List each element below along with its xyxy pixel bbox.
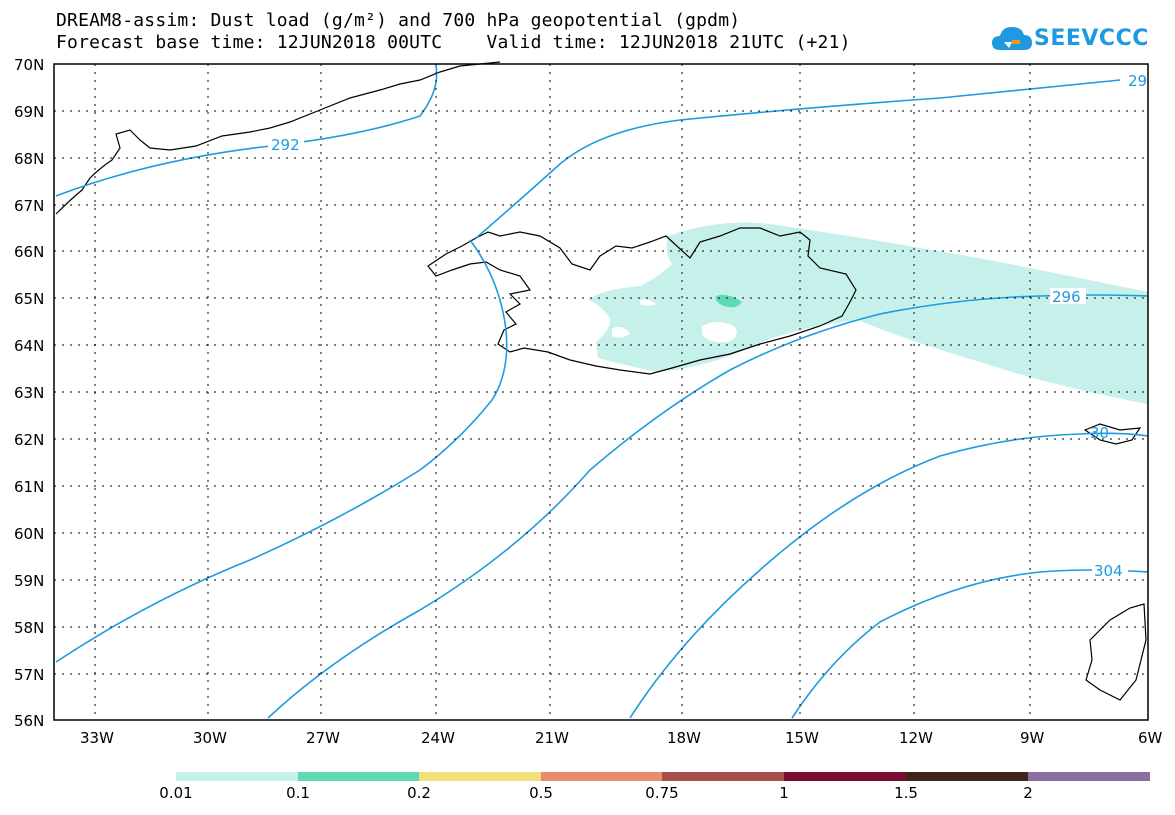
colorbar-label: 1.5 [894, 784, 918, 802]
contour-label-296: 296 [1052, 288, 1081, 306]
lat-label: 65N [14, 290, 44, 308]
colorbar-label: 0.75 [645, 784, 679, 802]
longitude-labels: 33W 30W 27W 24W 21W 18W 15W 12W 9W 6W [80, 729, 1163, 747]
cloud-icon [992, 27, 1032, 50]
colorbar-label: 0.01 [159, 784, 193, 802]
lat-label: 61N [14, 478, 44, 496]
colorbar [176, 772, 1150, 781]
colorbar-swatch [541, 772, 662, 781]
contour-label-30: 30 [1090, 424, 1109, 442]
colorbar-swatch [1028, 772, 1150, 781]
lat-label: 60N [14, 525, 44, 543]
contour-label-292: 292 [271, 136, 300, 154]
lat-label: 62N [14, 431, 44, 449]
colorbar-swatch [298, 772, 419, 781]
lon-label: 33W [80, 729, 114, 747]
latitude-labels: 70N 69N 68N 67N 66N 65N 64N 63N 62N 61N … [14, 56, 44, 730]
lat-label: 59N [14, 572, 44, 590]
lat-label: 64N [14, 337, 44, 355]
colorbar-label: 0.2 [407, 784, 431, 802]
colorbar-label: 1 [779, 784, 789, 802]
colorbar-swatch [784, 772, 906, 781]
colorbar-swatch [906, 772, 1028, 781]
map-frame [53, 63, 1149, 721]
colorbar-swatch [662, 772, 784, 781]
iceland-land-gaps [612, 299, 737, 343]
lon-label: 30W [193, 729, 227, 747]
lon-label: 15W [785, 729, 819, 747]
lat-label: 70N [14, 56, 44, 74]
lat-label: 63N [14, 384, 44, 402]
map-title-line1: DREAM8-assim: Dust load (g/m²) and 700 h… [56, 10, 741, 31]
lat-label: 57N [14, 666, 44, 684]
lon-label: 24W [421, 729, 455, 747]
contour-label-304: 304 [1094, 562, 1123, 580]
logo-text: SEEVCCC [1034, 26, 1149, 51]
lon-label: 21W [535, 729, 569, 747]
lon-label: 12W [899, 729, 933, 747]
lat-label: 68N [14, 150, 44, 168]
lat-label: 58N [14, 619, 44, 637]
lat-label: 66N [14, 243, 44, 261]
seevccc-logo: SEEVCCC [990, 22, 1150, 58]
dust-load-area [588, 222, 1148, 404]
colorbar-swatch [176, 772, 298, 781]
colorbar-label: 0.1 [286, 784, 310, 802]
map-title-line2: Forecast base time: 12JUN2018 00UTC Vali… [56, 32, 851, 53]
contour-label-29: 29 [1128, 72, 1147, 90]
lon-label: 18W [667, 729, 701, 747]
lat-label: 56N [14, 712, 44, 730]
lon-label: 9W [1020, 729, 1045, 747]
lat-label: 69N [14, 103, 44, 121]
colorbar-swatch [419, 772, 541, 781]
lon-label: 27W [306, 729, 340, 747]
gridlines [54, 64, 1148, 720]
colorbar-label: 2 [1023, 784, 1033, 802]
colorbar-label: 0.5 [529, 784, 553, 802]
geopotential-contours [55, 65, 1149, 719]
lat-label: 67N [14, 197, 44, 215]
lon-label: 6W [1138, 729, 1163, 747]
